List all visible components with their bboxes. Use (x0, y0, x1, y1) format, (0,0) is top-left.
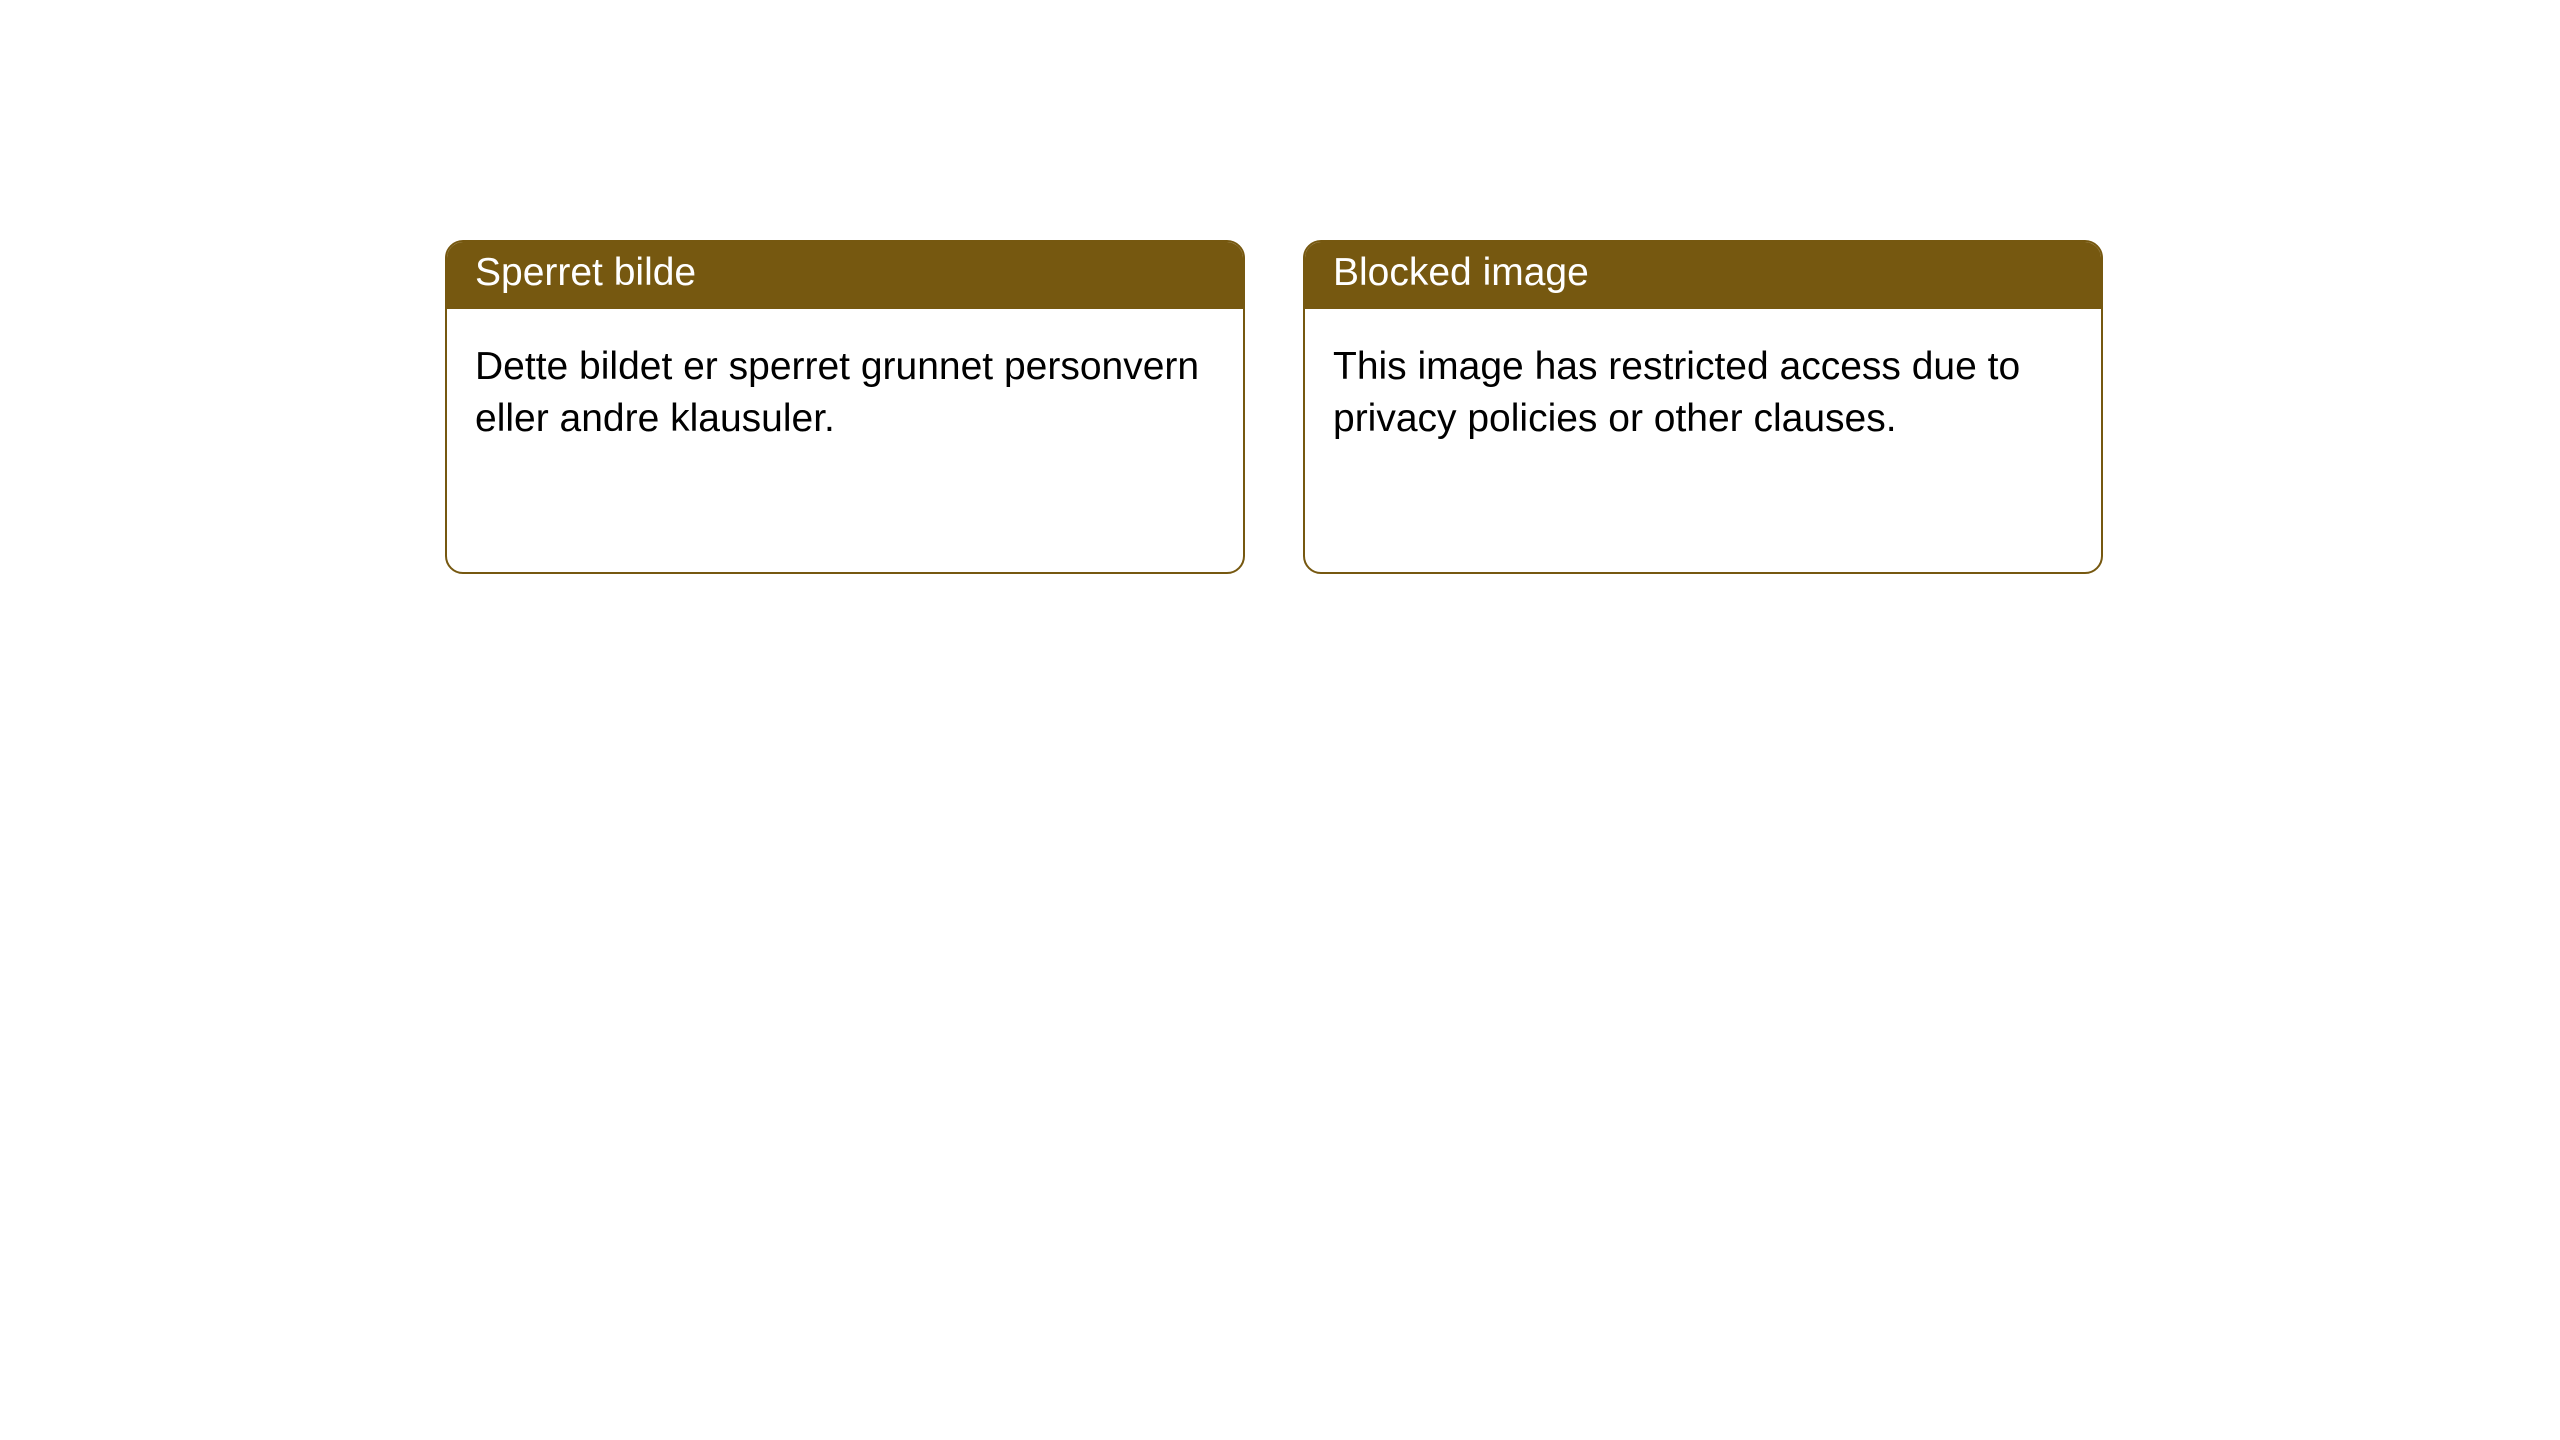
notice-cards-container: Sperret bilde Dette bildet er sperret gr… (445, 240, 2560, 574)
notice-message-norwegian: Dette bildet er sperret grunnet personve… (447, 309, 1243, 478)
notice-title-norwegian: Sperret bilde (447, 242, 1243, 309)
notice-title-english: Blocked image (1305, 242, 2101, 309)
notice-card-norwegian: Sperret bilde Dette bildet er sperret gr… (445, 240, 1245, 574)
notice-message-english: This image has restricted access due to … (1305, 309, 2101, 478)
notice-card-english: Blocked image This image has restricted … (1303, 240, 2103, 574)
